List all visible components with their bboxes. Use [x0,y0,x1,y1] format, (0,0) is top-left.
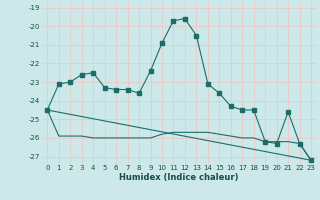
X-axis label: Humidex (Indice chaleur): Humidex (Indice chaleur) [119,173,239,182]
